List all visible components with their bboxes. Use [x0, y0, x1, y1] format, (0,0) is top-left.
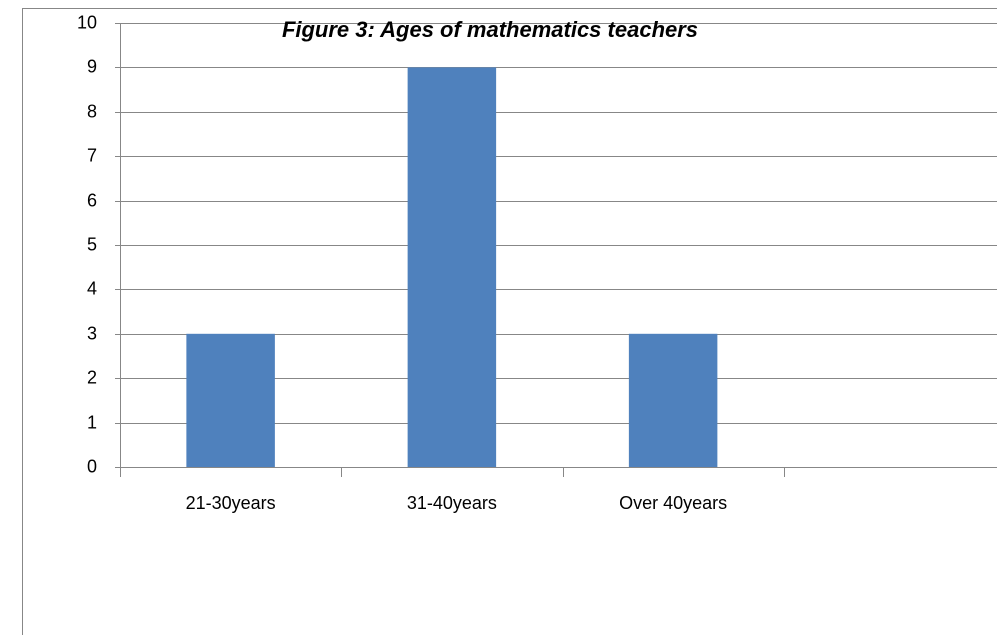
y-tick-label: 5 — [87, 234, 97, 254]
y-tick-label: 2 — [87, 367, 97, 387]
y-tick-label: 10 — [77, 12, 97, 32]
y-tick-label: 0 — [87, 456, 97, 476]
bar — [186, 333, 275, 467]
y-tick-label: 6 — [87, 190, 97, 210]
y-tick-label: 1 — [87, 412, 97, 432]
bars — [186, 67, 718, 468]
x-tick-label: 21-30years — [186, 493, 276, 513]
x-tick-label: 31-40years — [407, 493, 497, 513]
bar — [407, 67, 497, 468]
x-tick-label: Over 40years — [619, 493, 727, 513]
y-tick-label: 7 — [87, 145, 97, 165]
y-tick-label: 3 — [87, 323, 97, 343]
chart-border — [22, 8, 997, 635]
y-tick-label: 8 — [87, 101, 97, 121]
chart-title: Figure 3: Ages of mathematics teachers — [282, 17, 698, 42]
bar — [628, 333, 718, 467]
y-tick-label: 9 — [87, 56, 97, 76]
y-tick-label: 4 — [87, 278, 97, 298]
